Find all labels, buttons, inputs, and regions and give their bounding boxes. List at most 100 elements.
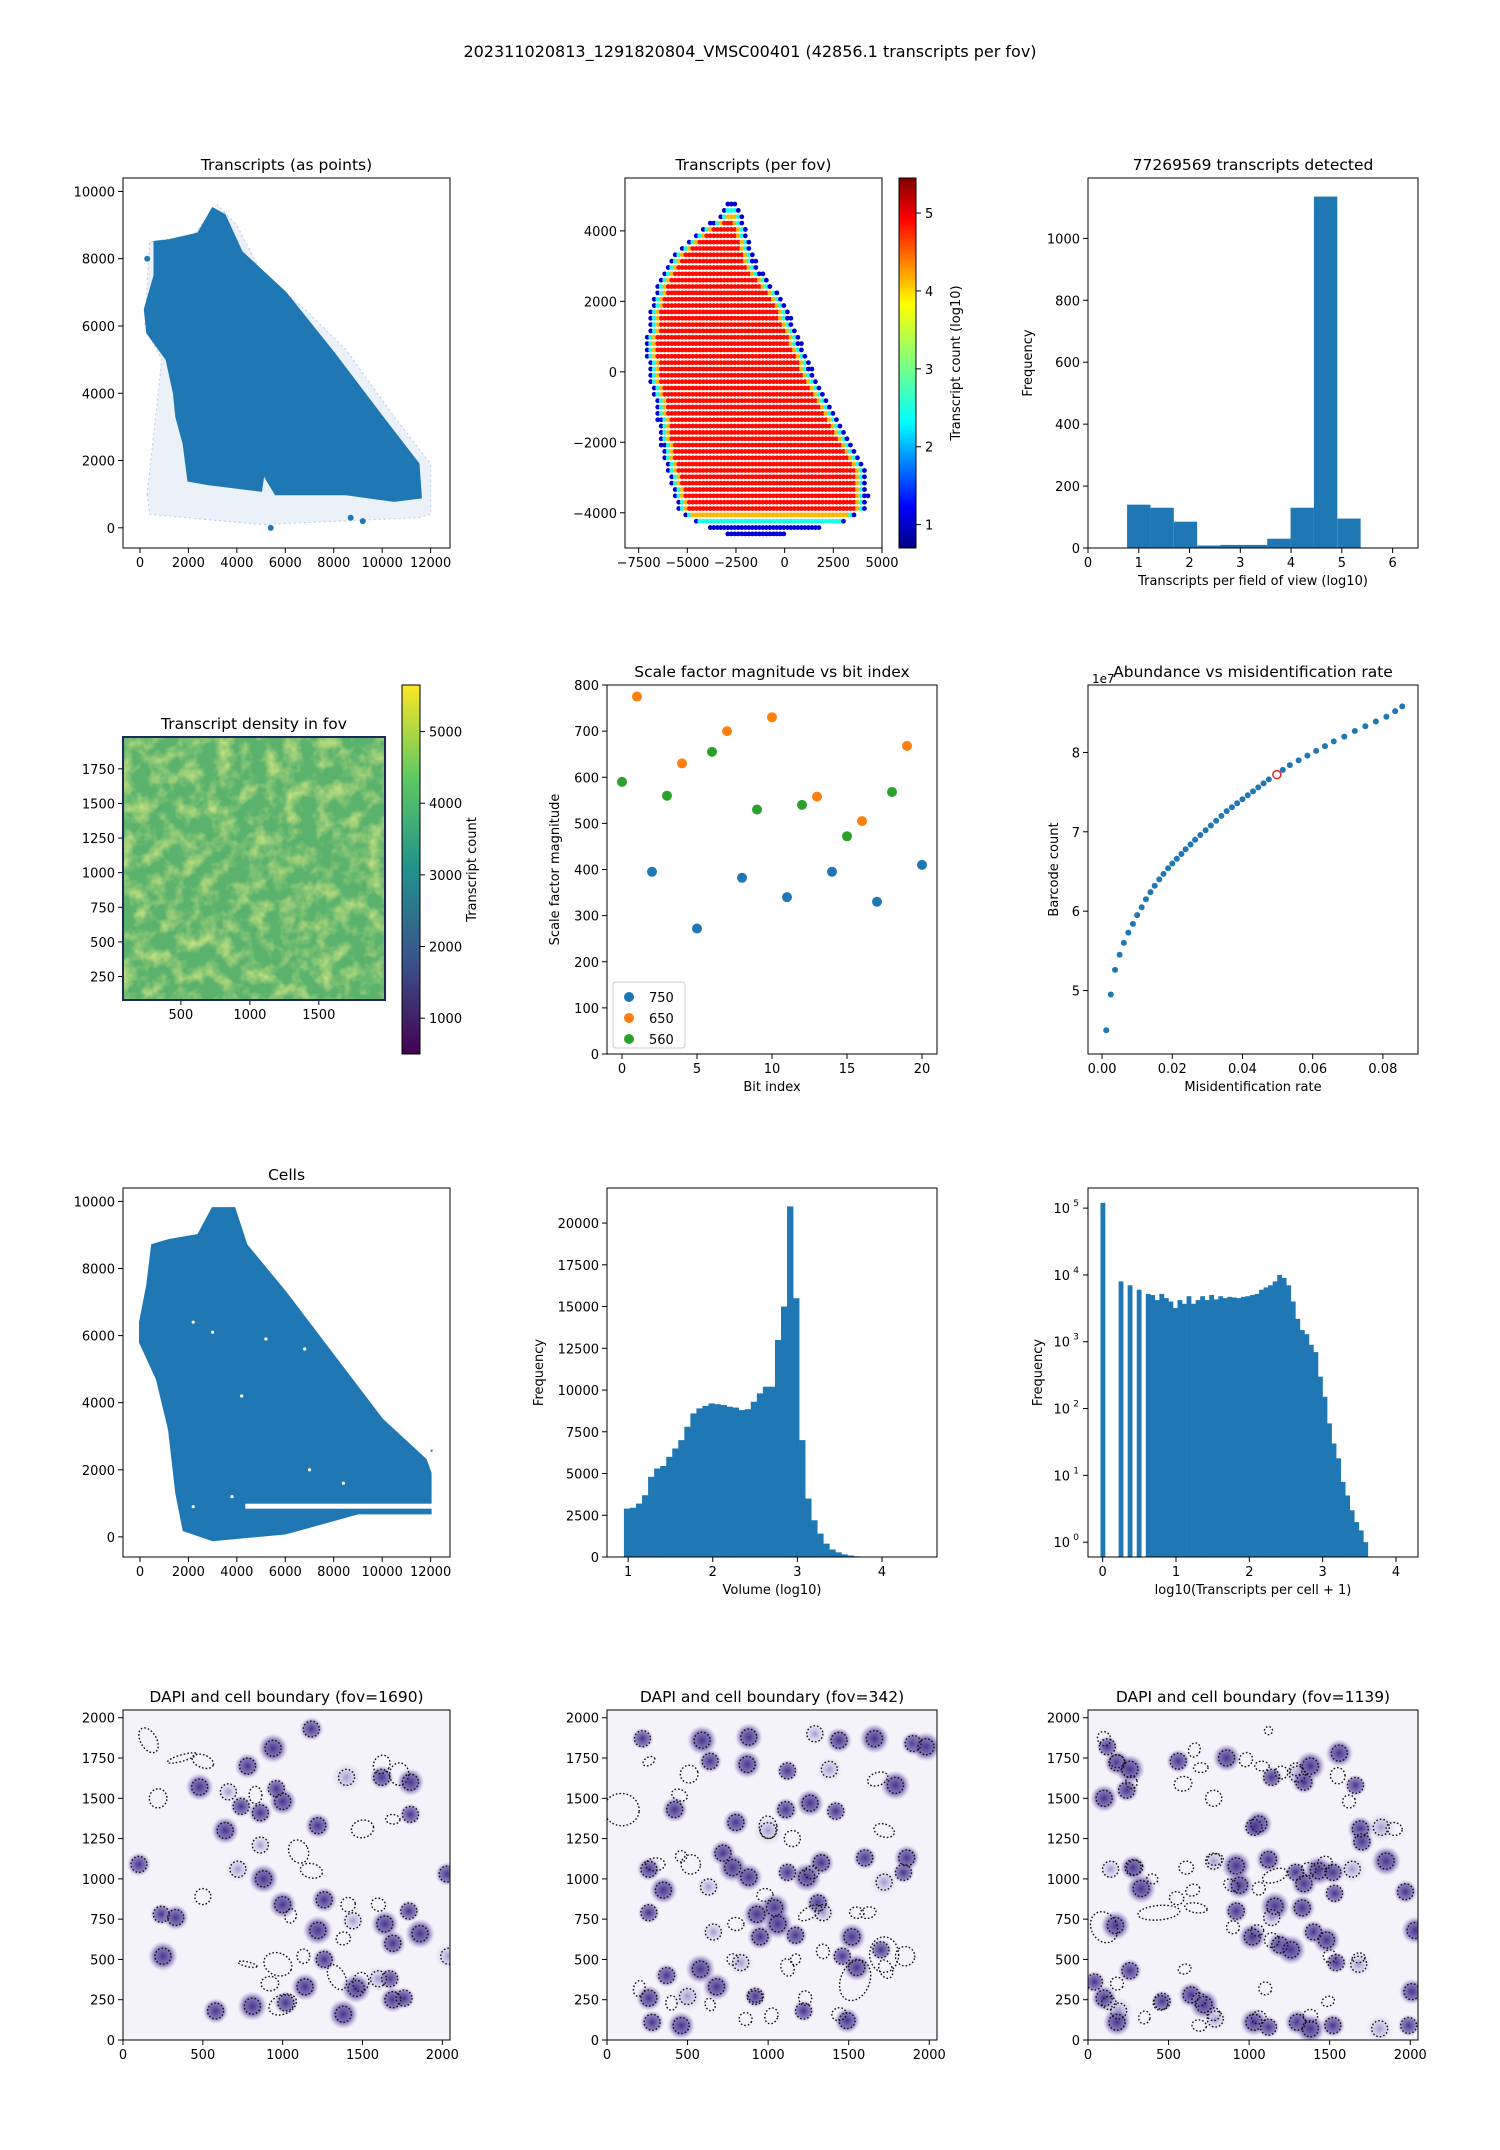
- fov-point: [809, 468, 815, 473]
- fov-point: [851, 461, 857, 467]
- fov-point: [714, 506, 720, 511]
- fov-point: [777, 347, 783, 353]
- fov-point: [651, 379, 657, 385]
- fov-point: [704, 372, 710, 378]
- plot-area: [607, 1710, 937, 2040]
- colorbar: [898, 177, 917, 549]
- fov-point: [770, 512, 776, 518]
- fov-point: [704, 379, 710, 385]
- fov-point: [777, 309, 783, 315]
- fov-point: [690, 480, 696, 486]
- fov-point: [676, 284, 682, 289]
- fov-point: [763, 518, 769, 524]
- cell-boundary: [868, 1936, 900, 1974]
- cell-boundary: [1325, 1884, 1344, 1903]
- fov-point: [700, 512, 706, 518]
- fov-point: [742, 423, 748, 429]
- dapi-nucleus: [702, 1972, 731, 2001]
- fov-point: [746, 360, 752, 366]
- fov-point: [806, 468, 811, 473]
- fov-point: [669, 480, 675, 486]
- cell-boundary: [1262, 1908, 1281, 1927]
- fov-point: [756, 430, 762, 435]
- fov-point: [679, 246, 685, 251]
- fov-point: [851, 468, 857, 473]
- fov-point: [777, 518, 783, 524]
- fov-point: [658, 404, 664, 410]
- fov-point: [686, 366, 692, 372]
- fov-point: [711, 493, 717, 499]
- cell-boundary: [232, 1797, 250, 1816]
- cell-boundary: [1263, 1725, 1274, 1736]
- fov-point: [693, 391, 699, 397]
- x-tick-label: 6000: [269, 556, 302, 571]
- fov-point: [809, 430, 815, 435]
- fov-point: [746, 461, 752, 467]
- cell-boundary: [827, 1802, 845, 1820]
- fov-point: [697, 449, 703, 454]
- fov-point: [665, 347, 671, 353]
- cell-boundary: [746, 1987, 764, 2006]
- fov-point: [728, 239, 734, 245]
- y-tick-label: 100: [574, 1002, 599, 1017]
- dapi-nucleus: [311, 1886, 338, 1913]
- fov-point: [700, 404, 706, 410]
- cell-boundary: [1195, 1995, 1213, 2014]
- fov-point: [756, 322, 762, 327]
- fov-point: [665, 265, 671, 270]
- fov-point: [651, 360, 657, 366]
- y-axis-label: Frequency: [532, 1339, 547, 1406]
- cell-boundary: [780, 1958, 795, 1977]
- dapi-nucleus: [147, 1941, 178, 1972]
- panel-transcripts-points: 0 2000 4000 6000 8000 10000 120000200040006000…: [74, 156, 452, 571]
- fov-point: [749, 417, 755, 423]
- fov-point: [711, 328, 717, 334]
- cell-boundary: [691, 1960, 710, 1978]
- x-axis-label: Bit index: [743, 1080, 801, 1095]
- fov-point: [844, 499, 850, 505]
- fov-point: [697, 442, 703, 448]
- fov-point: [774, 347, 780, 353]
- fov-point: [704, 303, 710, 308]
- fov-point: [774, 442, 780, 448]
- fov-point: [777, 423, 783, 429]
- histogram-bar: [623, 1508, 631, 1557]
- histogram-bar: [829, 1549, 836, 1557]
- fov-point: [788, 518, 794, 524]
- fov-point: [704, 341, 710, 347]
- fov-point: [746, 322, 752, 327]
- fov-point: [823, 442, 829, 448]
- fov-point: [749, 372, 755, 378]
- fov-point: [676, 252, 682, 258]
- fov-point: [690, 379, 696, 385]
- fov-point: [735, 518, 741, 524]
- fov-point: [665, 315, 671, 321]
- fov-point: [774, 423, 780, 429]
- fov-point: [795, 341, 801, 347]
- fov-point: [707, 449, 713, 454]
- fov-point: [669, 372, 675, 378]
- figure-suptitle: 202311020813_1291820804_VMSC00401 (42856…: [463, 42, 1036, 62]
- fov-point: [816, 442, 822, 448]
- fov-point: [739, 468, 745, 473]
- fov-point: [739, 487, 745, 492]
- fov-point: [749, 334, 755, 340]
- fov-point: [788, 436, 794, 442]
- fov-point: [658, 391, 664, 397]
- fov-point: [848, 487, 853, 492]
- fov-point: [781, 518, 787, 524]
- x-tick-label: 500: [1156, 2048, 1181, 2063]
- fov-point: [718, 499, 724, 505]
- fov-point: [721, 398, 727, 404]
- fov-point: [735, 379, 741, 385]
- cell-boundary: [1206, 1853, 1224, 1866]
- fov-point: [763, 461, 769, 467]
- dapi-nucleus: [268, 1890, 297, 1919]
- fov-point: [732, 391, 738, 397]
- fov-point: [802, 398, 808, 404]
- fov-point: [735, 487, 741, 492]
- fov-point: [707, 430, 713, 435]
- x-tick-label: 4: [1392, 1565, 1400, 1580]
